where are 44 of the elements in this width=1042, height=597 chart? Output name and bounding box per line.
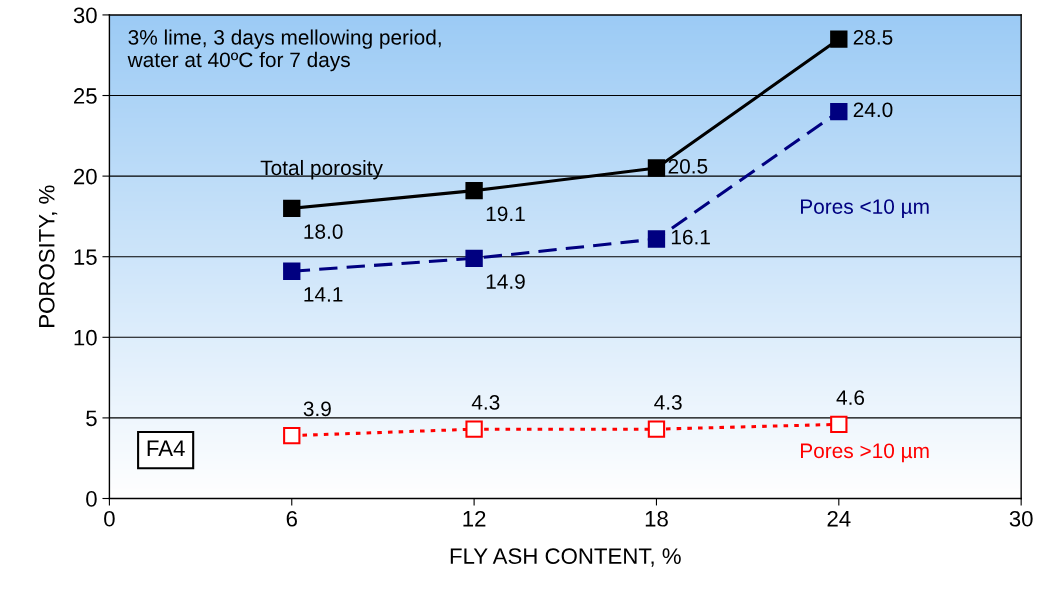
series-label: Pores >10 µm [801, 443, 929, 463]
data-label: 18.0 [304, 224, 343, 239]
point [283, 262, 301, 280]
data-label: 19.1 [486, 206, 525, 222]
data-label: 14.9 [486, 274, 525, 289]
point [283, 426, 301, 445]
data-label: 14.1 [304, 287, 343, 302]
x-tick-label: 0 [104, 510, 115, 527]
series-label: Total porosity [260, 159, 383, 180]
point [647, 420, 666, 438]
point [465, 249, 483, 267]
x-axis-title: FLY ASH CONTENT, % [450, 548, 681, 567]
y-tick-label: 0 [86, 491, 97, 507]
data-label: 16.1 [671, 229, 710, 245]
point [465, 181, 483, 200]
point [830, 102, 848, 121]
point [647, 230, 666, 248]
annotation: 3% lime, 3 days mellowing period, water at 40ºC for 7 days [127, 29, 441, 72]
data-label: 24.0 [853, 102, 893, 118]
text: Pores <10 µm [801, 199, 929, 219]
y-axis-title: POROSITY, % [38, 185, 58, 327]
y-tick-label: 30 [73, 7, 97, 24]
data-label: 20.5 [668, 158, 708, 174]
y-tick-label: 25 [74, 88, 97, 104]
point [647, 159, 666, 177]
data-label: 28.5 [853, 29, 893, 45]
y-tick-label: 5 [86, 410, 97, 427]
point [830, 30, 848, 48]
y-tick-label: 20 [74, 168, 97, 185]
x-tick-label: 30 [1009, 510, 1033, 527]
x-tick-label: 18 [645, 510, 668, 527]
point [465, 420, 483, 438]
data-label: 3.9 [303, 401, 331, 417]
x-tick-label: 24 [827, 510, 851, 527]
x-tick-label: 12 [463, 510, 486, 527]
data-label: 4.3 [471, 395, 500, 410]
data-label: 4.6 [836, 390, 865, 405]
annotation: FA4 [147, 440, 185, 456]
data-label: 4.3 [654, 395, 682, 410]
point [830, 415, 848, 434]
point [283, 199, 301, 218]
y-tick-label: 15 [74, 249, 97, 265]
y-tick-label: 10 [74, 329, 97, 346]
x-tick-label: 6 [286, 510, 297, 527]
